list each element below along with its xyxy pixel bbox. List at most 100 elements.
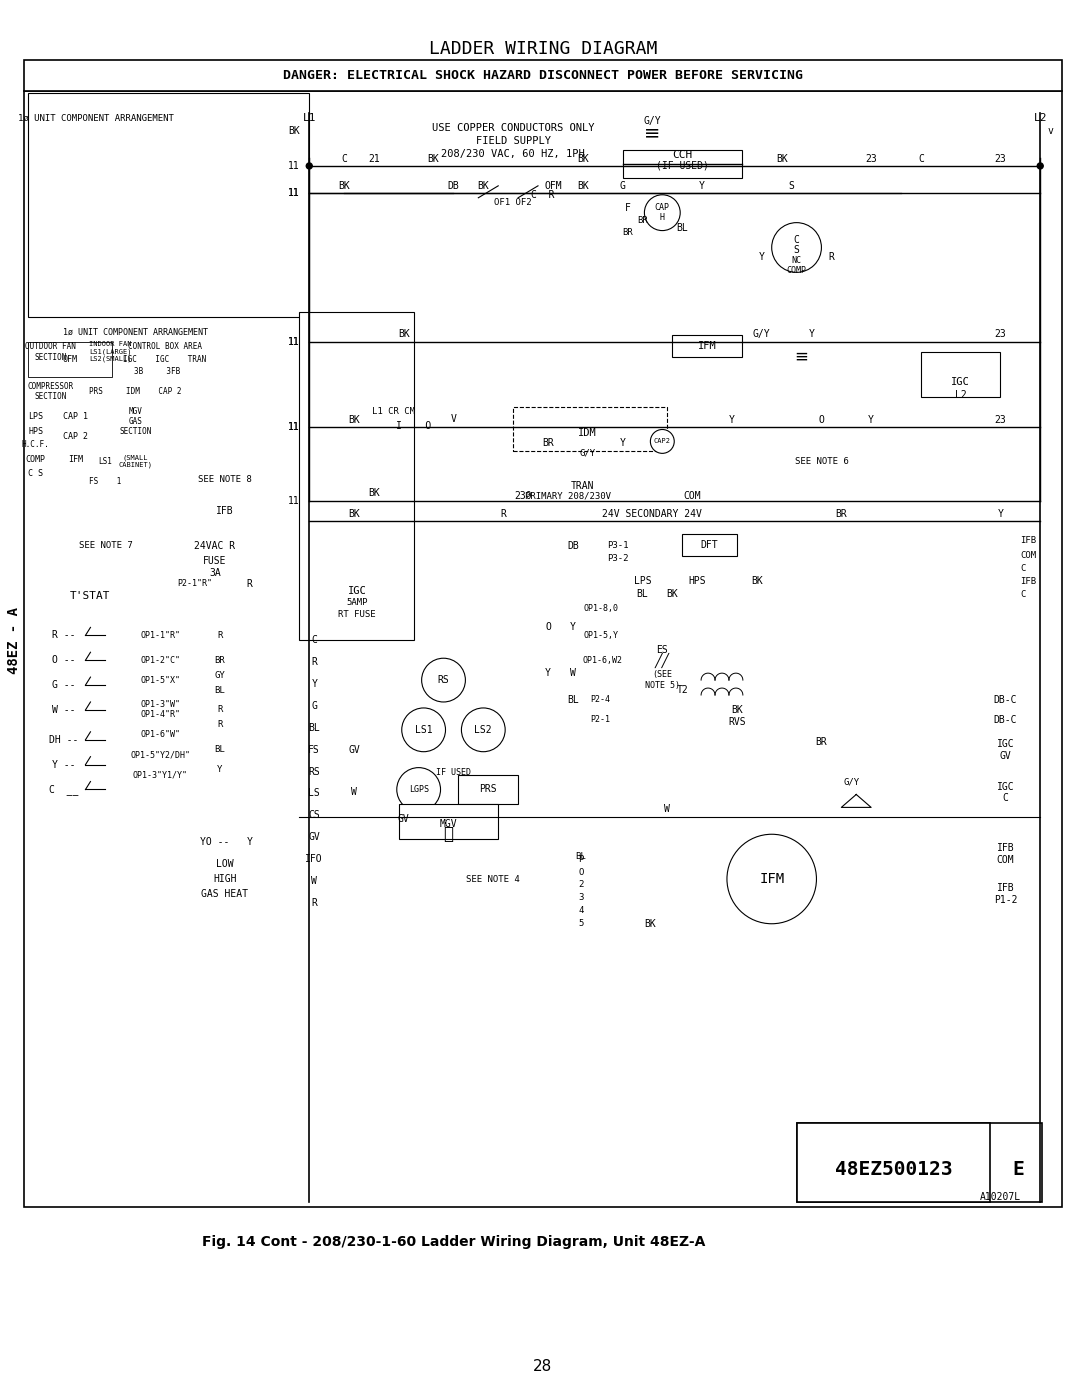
- Text: CAP
H: CAP H: [654, 203, 670, 222]
- Text: CS: CS: [309, 810, 320, 820]
- Text: BK: BK: [348, 415, 360, 425]
- Text: G --: G --: [52, 680, 76, 690]
- Text: Y: Y: [759, 253, 765, 263]
- Circle shape: [307, 163, 312, 169]
- Text: OP1-4"R": OP1-4"R": [140, 711, 180, 719]
- Text: LOW: LOW: [216, 859, 233, 869]
- Text: 11: 11: [287, 422, 299, 432]
- Text: OP1-8,0: OP1-8,0: [583, 604, 618, 613]
- Text: W: W: [664, 805, 671, 814]
- Text: IFM: IFM: [759, 872, 784, 886]
- Text: BL: BL: [309, 722, 320, 733]
- Text: COMP: COMP: [26, 455, 45, 464]
- Text: BR: BR: [836, 509, 847, 520]
- Text: BK: BK: [397, 330, 409, 339]
- Text: IFB: IFB: [216, 506, 233, 515]
- Bar: [513, 407, 667, 451]
- Text: IGC    IGC    TRAN: IGC IGC TRAN: [123, 355, 206, 365]
- Text: 230: 230: [514, 492, 531, 502]
- Bar: [921, 352, 1000, 397]
- Text: O: O: [545, 623, 551, 633]
- Text: 3: 3: [578, 894, 583, 902]
- Text: PRIMARY 208/230V: PRIMARY 208/230V: [525, 492, 611, 500]
- Text: 11: 11: [287, 496, 299, 506]
- Text: IFM: IFM: [698, 341, 716, 351]
- Text: BK: BK: [645, 919, 657, 929]
- Text: BR: BR: [622, 228, 633, 237]
- Text: BL: BL: [215, 745, 225, 754]
- Text: 23: 23: [995, 415, 1007, 425]
- Text: BR: BR: [637, 217, 648, 225]
- Bar: [672, 335, 742, 356]
- Text: C: C: [311, 636, 318, 645]
- Text: L2: L2: [955, 390, 967, 400]
- Text: 5: 5: [578, 919, 583, 928]
- Text: LPS: LPS: [28, 412, 43, 420]
- Text: C: C: [1021, 590, 1026, 599]
- Text: Y: Y: [545, 668, 551, 678]
- Text: 48EZ - A: 48EZ - A: [6, 606, 21, 673]
- Text: GV: GV: [309, 833, 320, 842]
- Circle shape: [645, 194, 680, 231]
- Text: BR: BR: [815, 736, 827, 747]
- Text: R: R: [246, 578, 253, 588]
- Text: OP1-3"Y1/Y": OP1-3"Y1/Y": [133, 770, 188, 780]
- Text: BL: BL: [567, 694, 579, 705]
- Text: R: R: [311, 657, 318, 668]
- Text: 23: 23: [865, 154, 877, 163]
- Text: BK: BK: [288, 126, 300, 136]
- Text: Y: Y: [729, 415, 734, 425]
- Text: R --: R --: [52, 630, 76, 640]
- Text: FUSE: FUSE: [203, 556, 227, 566]
- Text: Y: Y: [311, 679, 318, 689]
- Text: LS1: LS1: [98, 457, 112, 465]
- Text: G/Y: G/Y: [753, 330, 770, 339]
- Text: 5AMP: 5AMP: [347, 598, 368, 608]
- Text: OP1-3"W": OP1-3"W": [140, 700, 180, 710]
- Text: BK: BK: [477, 180, 489, 191]
- Circle shape: [772, 222, 822, 272]
- Text: W: W: [570, 668, 576, 678]
- Text: FS: FS: [309, 745, 320, 754]
- Circle shape: [650, 429, 674, 454]
- Text: T2: T2: [676, 685, 688, 696]
- Text: 23: 23: [995, 154, 1007, 163]
- Text: F: F: [624, 203, 631, 212]
- Text: 4: 4: [578, 907, 583, 915]
- Text: DANGER: ELECTRICAL SHOCK HAZARD DISCONNECT POWER BEFORE SERVICING: DANGER: ELECTRICAL SHOCK HAZARD DISCONNE…: [283, 68, 802, 82]
- Text: LADDER WIRING DIAGRAM: LADDER WIRING DIAGRAM: [429, 39, 657, 57]
- Text: (SEE
NOTE 5): (SEE NOTE 5): [645, 671, 679, 690]
- Text: (IF USED): (IF USED): [656, 161, 708, 170]
- Text: IGC
GV: IGC GV: [997, 739, 1014, 760]
- Circle shape: [402, 708, 446, 752]
- Text: E: E: [1012, 1160, 1024, 1179]
- Text: L1 CR CM: L1 CR CM: [373, 407, 416, 416]
- Text: BL: BL: [576, 852, 586, 861]
- Circle shape: [396, 767, 441, 812]
- Text: Y --: Y --: [52, 760, 76, 770]
- Bar: [458, 774, 518, 805]
- Text: R: R: [311, 898, 318, 908]
- Text: 23: 23: [995, 330, 1007, 339]
- Text: FIELD SUPPLY: FIELD SUPPLY: [475, 136, 551, 147]
- Text: INDOOR FAN
LS1(LARGE)
LS2(SMALL): INDOOR FAN LS1(LARGE) LS2(SMALL): [90, 341, 132, 362]
- Text: FS    1: FS 1: [90, 476, 122, 486]
- Text: C: C: [1021, 564, 1026, 573]
- Text: COM: COM: [1021, 552, 1037, 560]
- Text: OP1-6,W2: OP1-6,W2: [582, 655, 623, 665]
- Text: 24VAC R: 24VAC R: [194, 541, 235, 550]
- Text: COMPRESSOR
SECTION: COMPRESSOR SECTION: [28, 381, 73, 401]
- Text: CONTROL BOX AREA: CONTROL BOX AREA: [129, 342, 202, 352]
- Text: OP1-6"W": OP1-6"W": [140, 731, 180, 739]
- Text: Y: Y: [620, 439, 625, 448]
- Text: G/Y: G/Y: [580, 448, 596, 458]
- Text: P2-1: P2-1: [591, 715, 610, 725]
- Text: V: V: [450, 414, 457, 423]
- Text: IFM: IFM: [68, 455, 83, 464]
- Text: ≡: ≡: [795, 348, 809, 366]
- Text: SEE NOTE 7: SEE NOTE 7: [79, 542, 132, 550]
- Text: BR: BR: [542, 439, 554, 448]
- Text: CCH: CCH: [672, 149, 692, 161]
- Text: O: O: [819, 415, 824, 425]
- Text: Y: Y: [217, 766, 222, 774]
